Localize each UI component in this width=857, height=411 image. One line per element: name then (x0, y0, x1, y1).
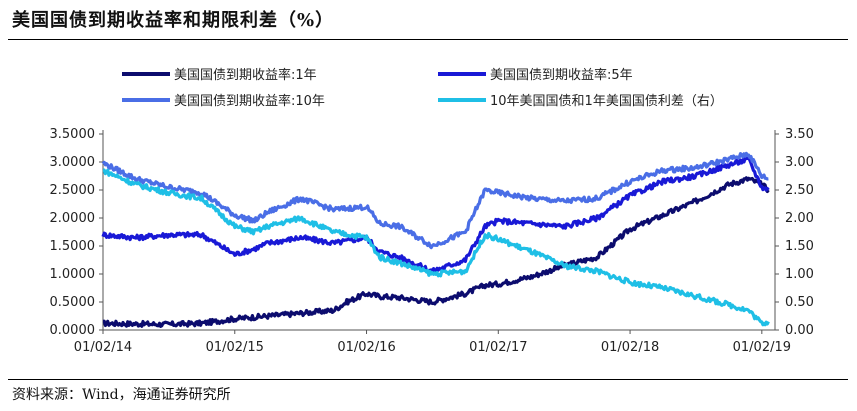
series-line (101, 155, 770, 274)
y-right-tick-label: 1.50 (785, 239, 814, 254)
x-tick-label: 01/02/18 (601, 340, 659, 355)
series-lines (101, 151, 770, 328)
source-note: 资料来源：Wind，海通证券研究所 (12, 387, 231, 403)
bottom-rule (8, 379, 848, 380)
y-right-tick-label: 3.00 (785, 155, 814, 170)
y-left-tick-label: 2.0000 (50, 211, 96, 226)
y-right-tick-label: 0.00 (785, 323, 814, 338)
y-left-tick-label: 1.0000 (50, 267, 96, 282)
x-tick-label: 01/02/16 (337, 340, 395, 355)
x-tick-label: 01/02/14 (74, 340, 132, 355)
x-tick-label: 01/02/15 (206, 340, 264, 355)
x-tick-label: 01/02/19 (733, 340, 791, 355)
chart-title: 美国国债到期收益率和期限利差（%） (12, 10, 335, 31)
series-line (102, 168, 770, 327)
y-left-tick-label: 0.5000 (50, 295, 96, 310)
y-left-tick-label: 2.5000 (50, 183, 96, 198)
legend-label: 10年美国国债和1年美国国债利差（右） (490, 94, 723, 109)
y-left-tick-label: 3.0000 (50, 155, 96, 170)
y-right-tick-label: 1.00 (785, 267, 814, 282)
x-tick-label: 01/02/17 (469, 340, 527, 355)
series-line (101, 151, 769, 250)
series-line (102, 176, 770, 328)
y-left-tick-label: 0.0000 (50, 323, 96, 338)
y-left-tick-label: 3.5000 (50, 127, 96, 142)
legend-label: 美国国债到期收益率:1年 (174, 67, 317, 83)
y-right-tick-label: 2.00 (785, 211, 814, 226)
axes: 0.0000 0.5000 1.0000 1.5000 2.0000 2.5000 3.00… (50, 127, 814, 355)
legend-label: 美国国债到期收益率:10年 (174, 93, 325, 109)
y-left-tick-label: 1.5000 (50, 239, 96, 254)
legend-label: 美国国债到期收益率:5年 (490, 67, 633, 83)
y-right-tick-label: 2.50 (785, 183, 814, 198)
y-right-tick-label: 3.50 (785, 127, 814, 142)
y-right-tick-label: 0.50 (785, 295, 814, 310)
top-rule (8, 39, 848, 40)
